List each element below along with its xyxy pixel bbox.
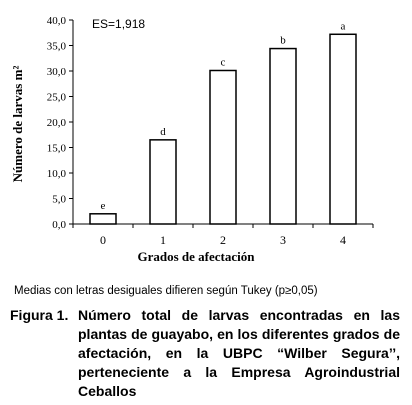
x-tick-label: 4 [340, 233, 346, 247]
figure-caption-text: Número total de larvas encontradas en la… [78, 307, 400, 399]
x-axis-title: Grados de afectación [138, 249, 256, 264]
bar-letter-labels: e d c b a [101, 20, 346, 212]
y-tick-label: 5,0 [52, 194, 66, 206]
x-axis-ticks: 0 1 2 3 4 [72, 224, 374, 247]
y-axis-ticks: 0,0 5,0 10,0 15,0 20,0 25,0 30,0 35,0 40,0 [47, 15, 73, 231]
bar [269, 47, 297, 225]
y-tick-label: 35,0 [47, 41, 67, 53]
bar [329, 33, 357, 225]
figure-label: Figura 1. [10, 307, 69, 323]
bar-letter-label: b [280, 35, 286, 47]
x-tick-label: 3 [280, 233, 286, 247]
y-tick-label: 15,0 [47, 143, 67, 155]
bar [89, 213, 117, 225]
x-tick-label: 1 [160, 233, 166, 247]
y-tick-label: 0,0 [52, 219, 66, 231]
y-tick-label: 20,0 [47, 117, 67, 129]
tukey-note: Medias con letras desiguales difieren se… [14, 285, 318, 297]
bar [149, 139, 177, 225]
bar-chart: 0,0 5,0 10,0 15,0 20,0 25,0 30,0 35,0 40,0 e d c b a… [10, 15, 374, 264]
bar-letter-label: d [160, 126, 166, 138]
bars [89, 33, 357, 225]
x-tick-label: 2 [220, 233, 226, 247]
y-tick-label: 10,0 [47, 168, 67, 180]
es-annotation: ES=1,918 [92, 17, 145, 31]
bar-letter-label: a [341, 20, 346, 32]
bar [209, 69, 237, 225]
figure-caption: Figura 1. Número total de larvas encontr… [10, 306, 400, 401]
bar-letter-label: c [221, 56, 226, 68]
y-tick-label: 30,0 [47, 66, 67, 78]
y-axis-title: Número de larvas m² [10, 66, 25, 183]
y-tick-label: 25,0 [47, 92, 67, 104]
x-tick-label: 0 [100, 233, 106, 247]
bar-letter-label: e [101, 200, 106, 212]
y-tick-label: 40,0 [47, 15, 67, 27]
